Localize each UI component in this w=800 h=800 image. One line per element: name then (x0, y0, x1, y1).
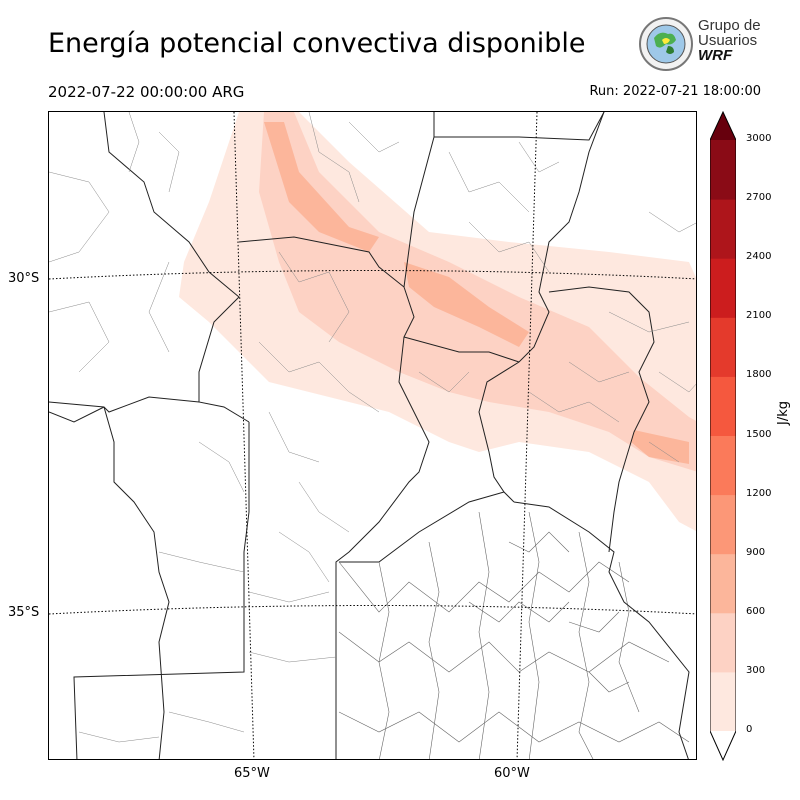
map-title: Energía potencial convectiva disponible (48, 28, 586, 59)
colorbar-tick-label: 3000 (746, 133, 772, 144)
cape-map (48, 111, 697, 760)
colorbar (710, 111, 736, 761)
colorbar-band (710, 199, 736, 259)
wrf-users-group-logo: Grupo de Usuarios WRF (638, 16, 768, 72)
lat-label-30s: 30°S (8, 271, 40, 286)
colorbar-band (710, 671, 736, 732)
colorbar-extend-top (710, 112, 736, 140)
colorbar-unit: J/kg (776, 401, 791, 425)
logo-line-1: Grupo de (698, 17, 761, 34)
colorbar-tick-label: 600 (746, 605, 766, 617)
globe-icon (639, 17, 693, 71)
colorbar-band (710, 435, 736, 496)
run-time: Run: 2022-07-21 18:00:00 (589, 84, 761, 99)
colorbar-bands (710, 140, 736, 732)
colorbar-extend-bottom (710, 731, 736, 760)
colorbar-tick-label: 1200 (746, 487, 772, 499)
valid-time: 2022-07-22 00:00:00 ARG (48, 83, 245, 101)
colorbar-band (710, 494, 736, 555)
colorbar-band (710, 612, 736, 673)
colorbar-band (710, 140, 736, 200)
colorbar-band (710, 317, 736, 377)
coastline (513, 501, 690, 759)
colorbar-tick-label: 2400 (746, 251, 772, 263)
logo-line-2: Usuarios (698, 32, 758, 49)
province-borders (49, 112, 655, 759)
graticule (49, 112, 696, 759)
colorbar-tick-label: 300 (746, 664, 766, 676)
lon-label-65w: 65°W (234, 766, 270, 781)
department-borders (49, 112, 696, 743)
lat-label-35s: 35°S (8, 605, 40, 620)
colorbar-tick-label: 900 (746, 546, 766, 558)
map-canvas (49, 112, 696, 759)
logo-line-3: WRF (698, 47, 733, 64)
cape-shading (179, 112, 696, 531)
colorbar-band (710, 376, 736, 436)
colorbar-tick-label: 1800 (746, 369, 772, 381)
buenos-aires-partidos (338, 511, 690, 759)
lon-label-60w: 60°W (494, 766, 530, 781)
colorbar-band (710, 553, 736, 614)
colorbar-outline (710, 111, 736, 761)
logo-text: Grupo de Usuarios WRF (698, 18, 761, 63)
colorbar-tick-label: 2700 (746, 192, 772, 204)
colorbar-tick-label: 0 (746, 724, 753, 735)
colorbar-tick-label: 2100 (746, 310, 772, 322)
colorbar-tick-label: 1500 (746, 428, 772, 440)
colorbar-band (710, 258, 736, 318)
